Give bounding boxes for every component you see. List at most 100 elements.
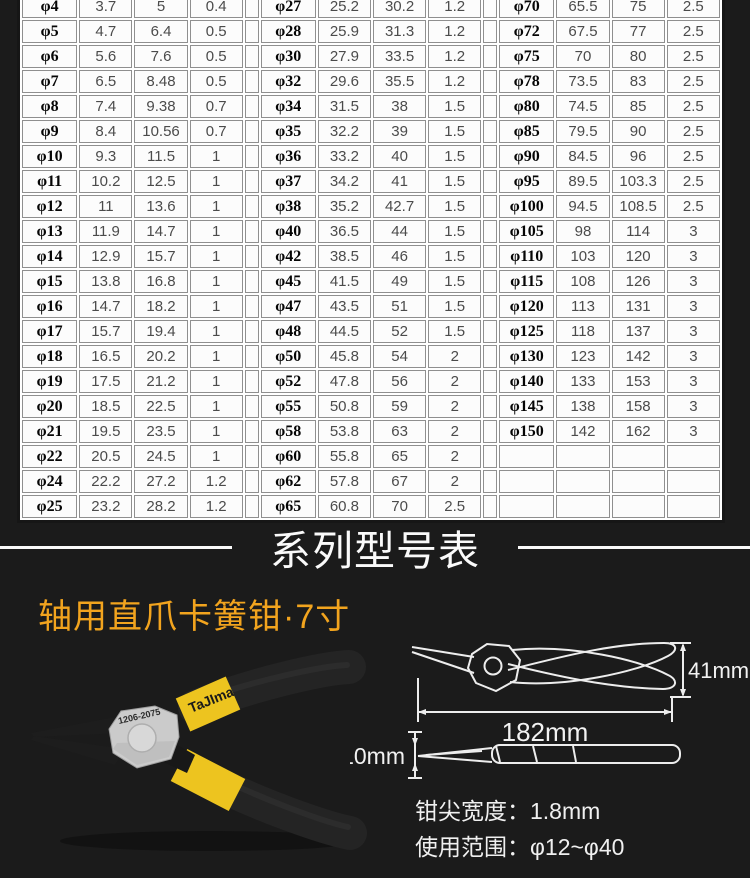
value-cell: 55.8 [317, 445, 371, 468]
value-cell: 1 [189, 270, 243, 293]
value-cell: 153 [611, 370, 665, 393]
size-cell: φ20 [22, 395, 78, 418]
value-cell: 3 [666, 345, 720, 368]
size-cell: φ150 [499, 420, 555, 443]
value-cell: 24.5 [134, 445, 188, 468]
value-cell: 65.5 [556, 0, 610, 18]
size-cell: φ34 [260, 95, 316, 118]
value-cell: 80 [611, 45, 665, 68]
value-cell: 20.5 [79, 445, 133, 468]
value-cell: 90 [611, 120, 665, 143]
size-cell: φ110 [499, 245, 555, 268]
value-cell: 8.4 [79, 120, 133, 143]
value-cell: 98 [556, 220, 610, 243]
value-cell: 23.5 [134, 420, 188, 443]
value-cell: 131 [611, 295, 665, 318]
spec-table: φ4 3.7 5 0.4 φ27 25.2 30.2 1.2 φ70 65.5 75 2.5 φ5 4.7… [17, 0, 725, 523]
value-cell [611, 470, 665, 493]
value-cell: 1 [189, 445, 243, 468]
value-cell: 70 [373, 495, 427, 518]
value-cell: 43.5 [317, 295, 371, 318]
spacer-cell [244, 370, 259, 393]
size-cell: φ62 [260, 470, 316, 493]
spec-table-row: φ7 6.5 8.48 0.5 φ32 29.6 35.5 1.2 φ78 73.5 83 2.5 [22, 70, 720, 93]
value-cell: 27.2 [134, 470, 188, 493]
spacer-cell [483, 70, 498, 93]
value-cell: 142 [556, 420, 610, 443]
value-cell: 0.5 [189, 45, 243, 68]
height-dim-label: 41mm [688, 658, 749, 683]
head-shading [113, 741, 175, 765]
value-cell: 1.2 [428, 0, 482, 18]
value-cell: 5 [134, 0, 188, 18]
size-cell [499, 445, 555, 468]
size-cell [499, 470, 555, 493]
value-cell: 25.2 [317, 0, 371, 18]
value-cell: 1.5 [428, 120, 482, 143]
size-cell: φ72 [499, 20, 555, 43]
value-cell: 31.5 [317, 95, 371, 118]
spacer-cell [244, 145, 259, 168]
spacer-cell [483, 145, 498, 168]
value-cell: 1 [189, 145, 243, 168]
spec-table-row: φ13 11.9 14.7 1 φ40 36.5 44 1.5 φ105 98 114 3 [22, 220, 720, 243]
size-cell: φ90 [499, 145, 555, 168]
value-cell: 63 [373, 420, 427, 443]
spacer-cell [483, 320, 498, 343]
value-cell: 126 [611, 270, 665, 293]
spacer-cell [483, 345, 498, 368]
size-cell: φ9 [22, 120, 78, 143]
size-cell: φ4 [22, 0, 78, 18]
value-cell: 1.2 [428, 20, 482, 43]
value-cell: 18.5 [79, 395, 133, 418]
size-cell: φ52 [260, 370, 316, 393]
size-cell: φ28 [260, 20, 316, 43]
value-cell [666, 445, 720, 468]
value-cell: 2.5 [666, 145, 720, 168]
value-cell: 108.5 [611, 195, 665, 218]
value-cell: 57.8 [317, 470, 371, 493]
value-cell: 46 [373, 245, 427, 268]
spacer-cell [483, 220, 498, 243]
value-cell: 114 [611, 220, 665, 243]
value-cell: 2.5 [666, 120, 720, 143]
value-cell: 84.5 [556, 145, 610, 168]
value-cell: 1.5 [428, 270, 482, 293]
value-cell: 1 [189, 195, 243, 218]
upper-grip-band [175, 676, 241, 732]
value-cell [556, 470, 610, 493]
value-cell: 6.4 [134, 20, 188, 43]
value-cell: 25.9 [317, 20, 371, 43]
spec-table-row: φ9 8.4 10.56 0.7 φ35 32.2 39 1.5 φ85 79.5 90 2.5 [22, 120, 720, 143]
spec-table-row: φ8 7.4 9.38 0.7 φ34 31.5 38 1.5 φ80 74.5 85 2.5 [22, 95, 720, 118]
value-cell: 44 [373, 220, 427, 243]
series-title: 系列型号表 [270, 528, 480, 574]
size-cell: φ145 [499, 395, 555, 418]
size-cell: φ75 [499, 45, 555, 68]
value-cell: 120 [611, 245, 665, 268]
size-cell: φ105 [499, 220, 555, 243]
size-cell: φ13 [22, 220, 78, 243]
title-rule-right [518, 545, 750, 549]
size-cell: φ85 [499, 120, 555, 143]
value-cell: 3 [666, 420, 720, 443]
size-cell: φ16 [22, 295, 78, 318]
spacer-cell [483, 170, 498, 193]
size-cell: φ8 [22, 95, 78, 118]
value-cell: 0.7 [189, 120, 243, 143]
value-cell: 39 [373, 120, 427, 143]
size-cell: φ47 [260, 295, 316, 318]
value-cell: 2.5 [666, 170, 720, 193]
value-cell: 60.8 [317, 495, 371, 518]
size-cell: φ42 [260, 245, 316, 268]
value-cell: 32.2 [317, 120, 371, 143]
value-cell: 45.8 [317, 345, 371, 368]
value-cell: 142 [611, 345, 665, 368]
spacer-cell [483, 495, 498, 518]
value-cell: 2 [428, 345, 482, 368]
value-cell: 1.2 [428, 45, 482, 68]
value-cell: 1.5 [428, 320, 482, 343]
spacer-cell [483, 20, 498, 43]
value-cell: 15.7 [134, 245, 188, 268]
size-cell: φ60 [260, 445, 316, 468]
